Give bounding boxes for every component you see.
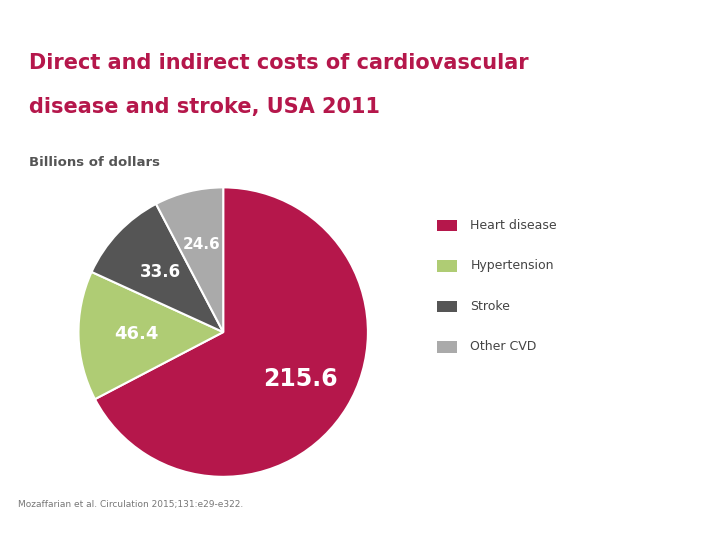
Bar [438,341,456,353]
Bar [438,301,456,312]
Text: Stroke: Stroke [470,300,510,313]
Text: 46.4: 46.4 [114,326,158,343]
Text: ST-elevation myocardial infarction (STEMI) – Epidemiology: ST-elevation myocardial infarction (STEM… [13,9,276,17]
Text: 33.6: 33.6 [140,264,181,281]
Text: 215.6: 215.6 [263,367,337,390]
Wedge shape [156,187,223,332]
Text: Billions of dollars: Billions of dollars [29,156,160,170]
Text: disease and stroke, USA 2011: disease and stroke, USA 2011 [29,97,380,118]
Text: 11: 11 [698,9,709,17]
Text: Hypertension: Hypertension [470,259,554,273]
Text: Heart disease: Heart disease [470,219,557,232]
Wedge shape [91,204,223,332]
Wedge shape [78,272,223,399]
Wedge shape [95,187,368,477]
Bar [438,220,456,231]
Text: Direct and indirect costs of cardiovascular: Direct and indirect costs of cardiovascu… [29,53,528,73]
Bar [438,260,456,272]
Text: 24.6: 24.6 [183,238,220,253]
Text: Mozaffarian et al. Circulation 2015;131:e29-e322.: Mozaffarian et al. Circulation 2015;131:… [18,501,243,509]
Text: Other CVD: Other CVD [470,340,536,354]
